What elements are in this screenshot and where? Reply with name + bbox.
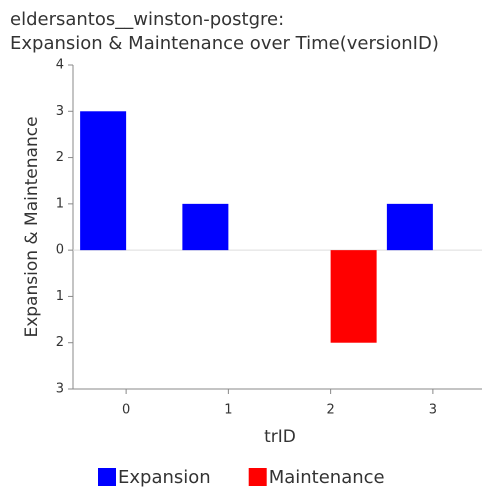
x-axis-label: trID xyxy=(264,427,296,447)
bar xyxy=(80,111,127,251)
y-axis-label: Expansion & Maintenance xyxy=(22,116,42,337)
legend-swatch xyxy=(248,468,267,486)
y-tick-label: 2 xyxy=(56,335,64,350)
chart-title: Expansion & Maintenance over Time(versio… xyxy=(10,33,439,54)
y-tick-label: 1 xyxy=(56,196,64,211)
legend-swatch xyxy=(98,468,116,486)
y-tick-label: 1 xyxy=(56,289,64,304)
legend-label: Expansion xyxy=(118,467,211,488)
bar xyxy=(386,203,433,251)
chart-title: eldersantos__winston-postgre: xyxy=(10,9,284,30)
y-tick-label: 0 xyxy=(56,243,64,258)
x-tick-label: 0 xyxy=(122,403,130,418)
y-tick-label: 4 xyxy=(56,58,64,73)
x-tick-label: 2 xyxy=(326,403,334,418)
x-tick-label: 1 xyxy=(224,403,232,418)
y-tick-label: 2 xyxy=(56,150,64,165)
x-tick-label: 3 xyxy=(429,403,437,418)
y-tick-label: 3 xyxy=(56,104,64,119)
legend-label: Maintenance xyxy=(269,467,385,488)
bar xyxy=(182,203,229,251)
bar xyxy=(330,250,377,343)
y-tick-label: 3 xyxy=(56,382,64,397)
